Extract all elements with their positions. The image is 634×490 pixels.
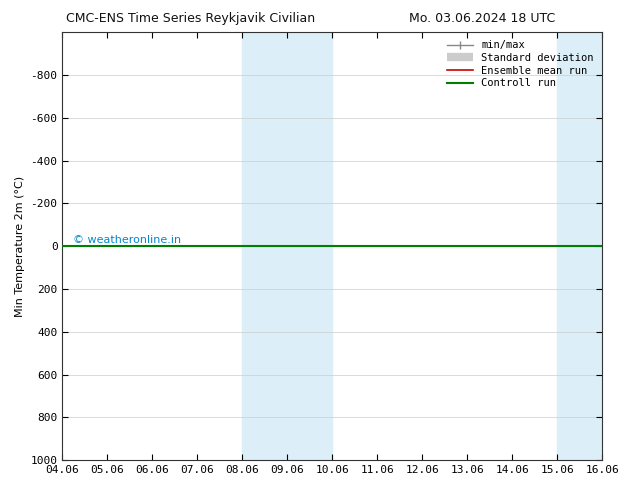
Text: © weatheronline.in: © weatheronline.in (73, 235, 181, 245)
Y-axis label: Min Temperature 2m (°C): Min Temperature 2m (°C) (15, 175, 25, 317)
Text: Mo. 03.06.2024 18 UTC: Mo. 03.06.2024 18 UTC (409, 12, 555, 25)
Bar (242, 32, 332, 460)
Bar (557, 32, 634, 460)
Text: CMC-ENS Time Series Reykjavik Civilian: CMC-ENS Time Series Reykjavik Civilian (66, 12, 314, 25)
Legend: min/max, Standard deviation, Ensemble mean run, Controll run: min/max, Standard deviation, Ensemble me… (444, 37, 597, 92)
